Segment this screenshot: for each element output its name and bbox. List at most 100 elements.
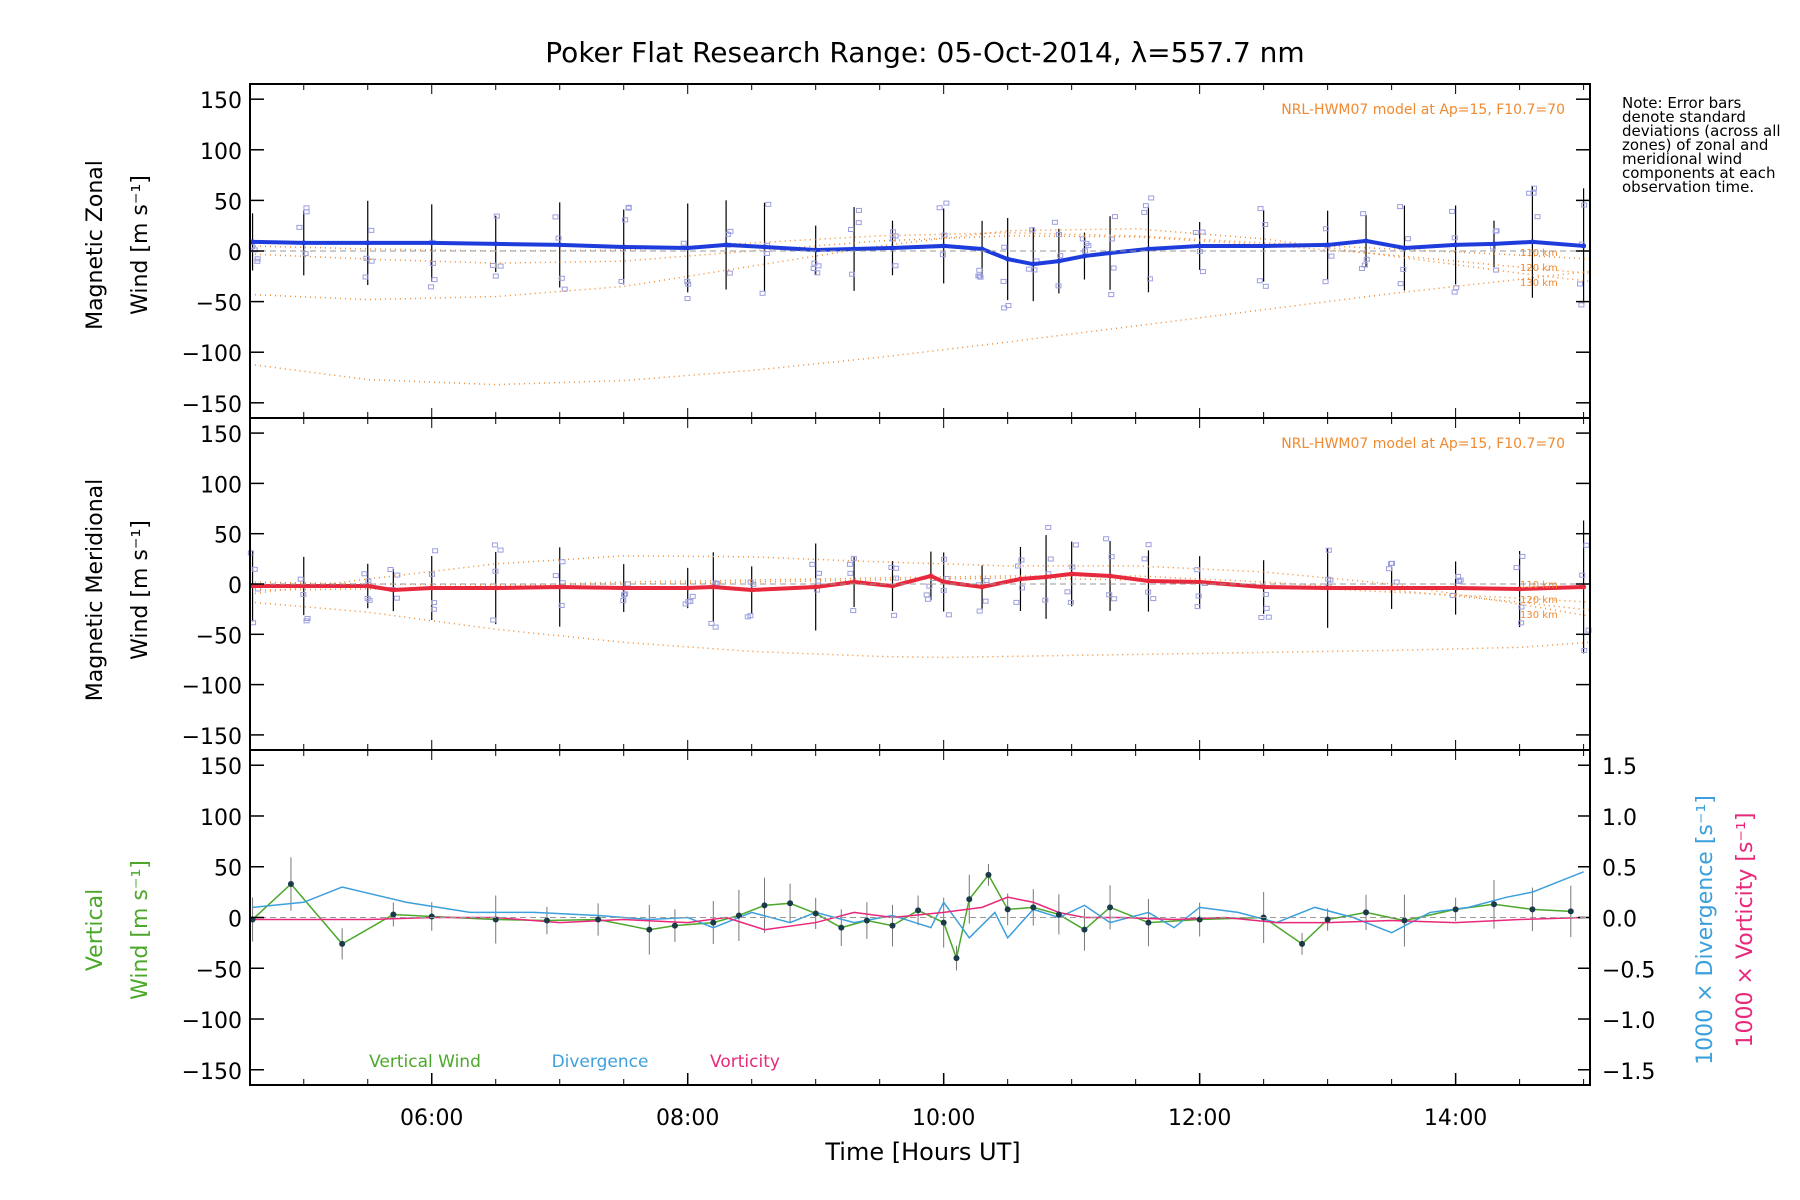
zonal-model-label: NRL-HWM07 model at Ap=15, F10.7=70 xyxy=(1281,102,1565,118)
zonal-zone-marker xyxy=(1322,226,1329,232)
vertical-wind-point xyxy=(1529,906,1536,913)
meridional-zone-marker xyxy=(1047,556,1054,562)
zonal-zone-marker xyxy=(1031,267,1038,273)
zonal-zone-marker xyxy=(939,252,946,258)
zonal-zone-marker xyxy=(1110,265,1117,271)
meridional-zone-marker xyxy=(1069,564,1076,570)
meridional-zone-marker xyxy=(1327,577,1334,583)
meridional-zone-marker xyxy=(1258,615,1265,621)
zonal-zone-marker xyxy=(811,260,818,266)
zonal-mean-wind-point xyxy=(1197,243,1203,249)
meridional-zone-marker xyxy=(982,598,989,604)
zonal-y-tick-label: 50 xyxy=(214,190,242,215)
meridional-zone-marker xyxy=(744,614,751,620)
zonal-mean-wind-point xyxy=(365,240,371,246)
meridional-mean-wind-point xyxy=(1017,576,1023,582)
vertical-y-tick-label: 100 xyxy=(200,806,242,831)
meridional-y-tick-label: −50 xyxy=(196,624,242,649)
vertical-y-tick-label: 50 xyxy=(214,857,242,882)
zonal-zone-marker xyxy=(1000,278,1007,284)
zonal-zone-marker xyxy=(976,273,983,279)
meridional-mean-wind-point xyxy=(1197,579,1203,585)
zonal-y-tick-label: −50 xyxy=(196,292,242,317)
meridional-zone-marker xyxy=(558,602,565,608)
meridional-zone-marker xyxy=(1386,566,1393,572)
meridional-y-tick-label: 150 xyxy=(200,423,242,448)
zonal-zone-marker xyxy=(763,250,770,256)
vertical-ylabel-line1: Vertical xyxy=(83,889,108,971)
vertical-wind-point xyxy=(390,911,397,918)
meridional-zone-marker xyxy=(1456,578,1463,584)
x-axis-tick-label: 14:00 xyxy=(1424,1106,1487,1131)
meridional-zone-marker xyxy=(1579,572,1586,578)
meridional-zone-marker xyxy=(431,600,438,606)
zonal-zone-marker xyxy=(976,267,983,273)
zonal-mean-wind-point xyxy=(941,243,947,249)
divergence-axis-tick-label: 0.0 xyxy=(1602,908,1637,933)
meridional-zone-marker xyxy=(1042,597,1049,603)
zonal-zone-marker xyxy=(1581,202,1588,208)
zonal-zone-marker xyxy=(428,284,435,290)
zonal-zone-marker xyxy=(1404,236,1411,242)
zonal-zone-marker xyxy=(1029,227,1036,233)
legend-divergence: Divergence xyxy=(552,1052,649,1072)
zonal-zone-marker xyxy=(814,270,821,276)
zonal-zone-marker xyxy=(1055,283,1062,289)
vertical-wind-point xyxy=(1491,901,1498,908)
meridional-zone-marker xyxy=(303,618,310,624)
zonal-y-tick-label: 150 xyxy=(200,89,242,114)
zonal-ylabel-line2: Wind [m s⁻¹] xyxy=(128,175,153,315)
zonal-mean-wind-point xyxy=(1081,253,1087,259)
meridional-zone-marker xyxy=(682,601,689,607)
meridional-zone-marker xyxy=(559,559,566,565)
meridional-zone-marker xyxy=(1064,589,1071,595)
meridional-mean-wind-point xyxy=(1389,585,1395,591)
zonal-zone-marker xyxy=(429,260,436,266)
divergence-axis-tick-label: −1.5 xyxy=(1602,1060,1655,1085)
vertical-y-tick-label: −100 xyxy=(182,1009,242,1034)
zonal-zone-marker xyxy=(1142,203,1149,209)
error-bar-note: Note: Error bars denote standard deviati… xyxy=(1622,94,1781,196)
zonal-mean-wind-point xyxy=(979,246,985,252)
meridional-mean-wind-point xyxy=(621,585,627,591)
meridional-zone-marker xyxy=(492,568,499,574)
zonal-mean-wind-point xyxy=(1145,246,1151,252)
zonal-zone-marker xyxy=(1141,209,1148,215)
vertical-wind-point xyxy=(671,922,678,929)
vertical-wind-point xyxy=(1055,911,1062,918)
meridional-zone-marker xyxy=(621,592,628,598)
meridional-zone-marker xyxy=(365,578,372,584)
zonal-zone-marker xyxy=(684,296,691,302)
zonal-zone-marker xyxy=(625,205,632,211)
meridional-zone-marker xyxy=(430,606,437,612)
zonal-zone-marker xyxy=(254,256,261,262)
zonal-zone-marker xyxy=(1262,222,1269,228)
meridional-zone-marker xyxy=(847,570,854,576)
vertical-wind-point xyxy=(915,907,922,914)
zonal-zone-marker xyxy=(489,262,496,268)
meridional-zone-marker xyxy=(940,587,947,593)
meridional-zone-marker xyxy=(300,591,307,597)
divergence-axis-label: 1000 × Divergence [s⁻¹] xyxy=(1693,795,1718,1065)
x-axis-label: Time [Hours UT] xyxy=(824,1138,1020,1166)
meridional-mean-wind-point xyxy=(710,584,716,590)
meridional-zone-marker xyxy=(976,608,983,614)
zonal-zone-marker xyxy=(892,263,899,269)
zonal-zone-marker xyxy=(368,258,375,264)
zonal-zone-marker xyxy=(1328,253,1335,259)
meridional-zone-marker xyxy=(622,591,629,597)
meridional-zone-marker xyxy=(364,595,371,601)
meridional-zone-marker xyxy=(491,542,498,548)
zonal-mean-wind-point xyxy=(889,245,895,251)
meridional-zone-marker xyxy=(923,592,930,598)
meridional-mean-wind-point xyxy=(250,583,256,589)
zonal-zone-marker xyxy=(1492,228,1499,234)
zonal-zone-marker xyxy=(552,214,559,220)
legend-vorticity: Vorticity xyxy=(710,1052,780,1072)
zonal-zone-marker xyxy=(1262,283,1269,289)
meridional-mean-wind-point xyxy=(1043,574,1049,580)
meridional-mean-wind-point xyxy=(1107,573,1113,579)
zonal-mean-wind-point xyxy=(723,242,729,248)
zonal-zone-marker xyxy=(1451,235,1458,241)
